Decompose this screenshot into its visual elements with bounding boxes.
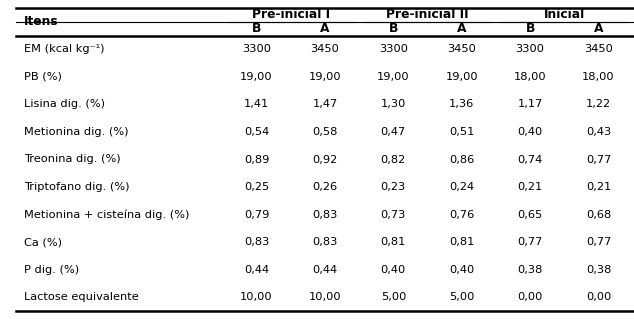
Text: 0,21: 0,21: [517, 182, 543, 192]
Text: Pré-inicial I: Pré-inicial I: [252, 8, 330, 21]
Text: 0,43: 0,43: [586, 127, 611, 137]
Text: 0,65: 0,65: [517, 210, 543, 219]
Text: Pré-inicial II: Pré-inicial II: [386, 8, 469, 21]
Text: 19,00: 19,00: [240, 72, 273, 82]
Text: Lisina dig. (%): Lisina dig. (%): [24, 100, 105, 109]
Text: 0,38: 0,38: [586, 265, 611, 275]
Text: 0,81: 0,81: [380, 237, 406, 247]
Text: 0,81: 0,81: [449, 237, 474, 247]
Text: Triptofano dig. (%): Triptofano dig. (%): [24, 182, 129, 192]
Text: Ca (%): Ca (%): [24, 237, 62, 247]
Text: Metionina + cisteína dig. (%): Metionina + cisteína dig. (%): [24, 209, 190, 220]
Text: 0,40: 0,40: [380, 265, 406, 275]
Text: 0,77: 0,77: [586, 154, 611, 165]
Text: 0,73: 0,73: [380, 210, 406, 219]
Text: B: B: [252, 22, 261, 35]
Text: 0,44: 0,44: [244, 265, 269, 275]
Text: 3300: 3300: [242, 44, 271, 54]
Text: 0,38: 0,38: [517, 265, 543, 275]
Text: 0,86: 0,86: [449, 154, 474, 165]
Text: 1,22: 1,22: [586, 100, 611, 109]
Text: 1,41: 1,41: [244, 100, 269, 109]
Text: 18,00: 18,00: [582, 72, 615, 82]
Text: 0,00: 0,00: [586, 292, 611, 302]
Text: A: A: [594, 22, 604, 35]
Text: 0,26: 0,26: [313, 182, 337, 192]
Text: 19,00: 19,00: [377, 72, 410, 82]
Text: B: B: [389, 22, 398, 35]
Text: Treonina dig. (%): Treonina dig. (%): [24, 154, 120, 165]
Text: 0,77: 0,77: [517, 237, 543, 247]
Text: 10,00: 10,00: [309, 292, 341, 302]
Text: 0,44: 0,44: [313, 265, 337, 275]
Text: 3300: 3300: [378, 44, 408, 54]
Text: 0,79: 0,79: [244, 210, 269, 219]
Text: 0,47: 0,47: [380, 127, 406, 137]
Text: 0,51: 0,51: [449, 127, 474, 137]
Text: Metionina dig. (%): Metionina dig. (%): [24, 127, 129, 137]
Text: 5,00: 5,00: [380, 292, 406, 302]
Text: EM (kcal kg⁻¹): EM (kcal kg⁻¹): [24, 44, 105, 54]
Text: 1,47: 1,47: [313, 100, 337, 109]
Text: 0,82: 0,82: [380, 154, 406, 165]
Text: 0,58: 0,58: [312, 127, 337, 137]
Text: B: B: [526, 22, 535, 35]
Text: 10,00: 10,00: [240, 292, 273, 302]
Text: 0,76: 0,76: [449, 210, 474, 219]
Text: A: A: [457, 22, 467, 35]
Text: 0,54: 0,54: [244, 127, 269, 137]
Text: 0,77: 0,77: [586, 237, 611, 247]
Text: 0,21: 0,21: [586, 182, 611, 192]
Text: 19,00: 19,00: [309, 72, 341, 82]
Text: 1,36: 1,36: [449, 100, 474, 109]
Text: 0,83: 0,83: [312, 237, 337, 247]
Text: 18,00: 18,00: [514, 72, 547, 82]
Text: 0,40: 0,40: [517, 127, 543, 137]
Text: 0,25: 0,25: [244, 182, 269, 192]
Text: 3450: 3450: [311, 44, 339, 54]
Text: 3450: 3450: [584, 44, 613, 54]
Text: 0,89: 0,89: [244, 154, 269, 165]
Text: 5,00: 5,00: [449, 292, 474, 302]
Text: 0,83: 0,83: [312, 210, 337, 219]
Text: 3300: 3300: [515, 44, 545, 54]
Text: 1,30: 1,30: [380, 100, 406, 109]
Text: 1,17: 1,17: [517, 100, 543, 109]
Text: 0,00: 0,00: [517, 292, 543, 302]
Text: Lactose equivalente: Lactose equivalente: [24, 292, 139, 302]
Text: 3450: 3450: [447, 44, 476, 54]
Text: A: A: [320, 22, 330, 35]
Text: 19,00: 19,00: [446, 72, 478, 82]
Text: Inicial: Inicial: [544, 8, 585, 21]
Text: Itens: Itens: [24, 15, 59, 28]
Text: 0,24: 0,24: [449, 182, 474, 192]
Text: 0,40: 0,40: [449, 265, 474, 275]
Text: 0,23: 0,23: [380, 182, 406, 192]
Text: P dig. (%): P dig. (%): [24, 265, 79, 275]
Text: PB (%): PB (%): [24, 72, 62, 82]
Text: 0,92: 0,92: [313, 154, 337, 165]
Text: 0,83: 0,83: [244, 237, 269, 247]
Text: 0,68: 0,68: [586, 210, 611, 219]
Text: 0,74: 0,74: [517, 154, 543, 165]
